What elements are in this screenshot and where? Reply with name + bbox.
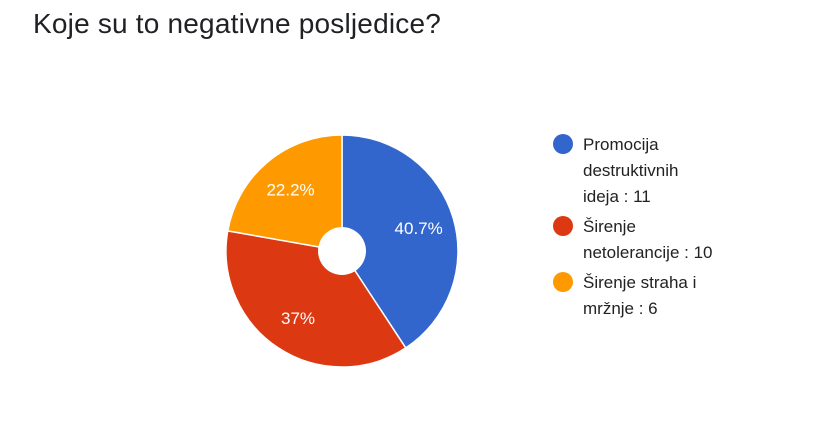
legend-swatch-blue [553, 134, 573, 154]
legend-swatch-red [553, 216, 573, 236]
legend-label: Širenje netolerancije : 10 [583, 217, 713, 262]
pie-slices [225, 134, 459, 368]
legend-item-strah-mrznja[interactable]: Širenje straha i mržnje : 6 [553, 270, 793, 322]
pie-slice[interactable] [226, 134, 343, 252]
slice-percent-label: 22.2% [266, 181, 314, 200]
slice-percent-label: 40.7% [395, 219, 443, 238]
donut-hole [318, 227, 366, 275]
legend-label: Promocija destruktivnih ideja : 11 [583, 135, 679, 206]
legend-swatch-orange [553, 272, 573, 292]
pie-slice[interactable] [225, 229, 407, 368]
slice-percent-label: 37% [281, 309, 315, 328]
slice-labels: 40.7% 37% 22.2% [266, 181, 442, 328]
legend-label: Širenje straha i mržnje : 6 [583, 273, 697, 318]
question-title: Koje su to negativne posljedice? [33, 8, 442, 39]
legend-item-promocija[interactable]: Promocija destruktivnih ideja : 11 [553, 132, 793, 210]
legend-item-netolerancija[interactable]: Širenje netolerancije : 10 [553, 214, 793, 266]
chart-legend: Promocija destruktivnih ideja : 11 Širen… [553, 132, 793, 326]
